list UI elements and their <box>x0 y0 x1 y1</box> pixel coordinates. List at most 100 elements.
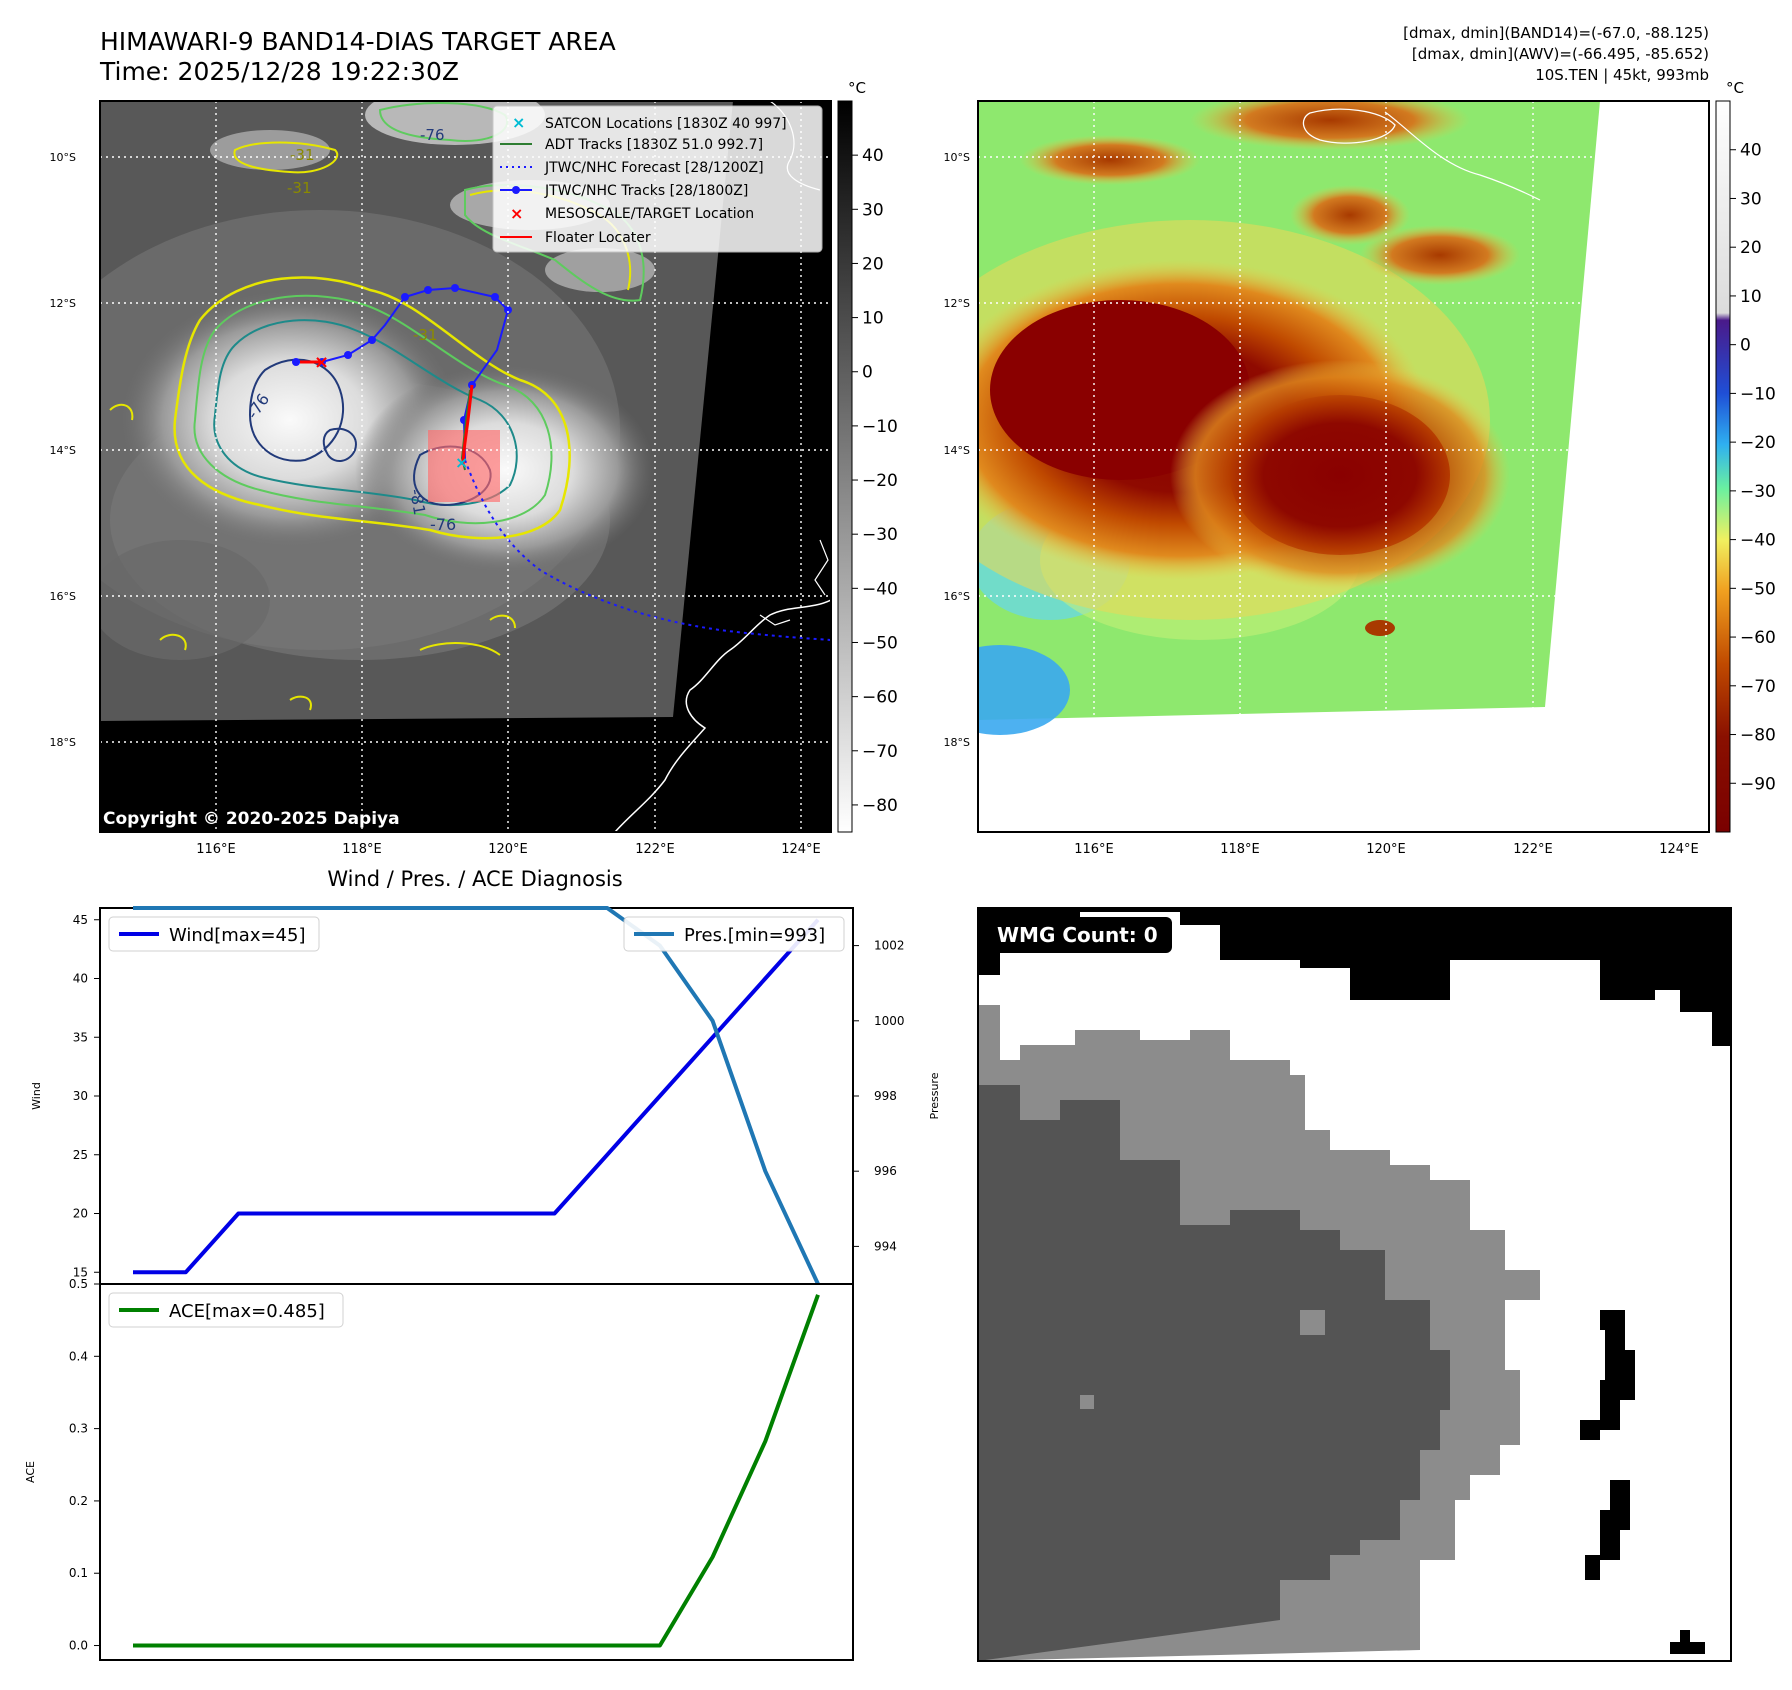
lat-label: 12°S <box>944 297 970 310</box>
axis-tick-label: 994 <box>874 1239 897 1253</box>
colorbar-tick-label: −70 <box>1740 677 1776 697</box>
colorbar-tick-label: 0 <box>862 363 873 383</box>
pressure-legend: Pres.[min=993] <box>623 916 845 952</box>
axis-tick-label: 25 <box>73 1148 88 1162</box>
awv-range: [dmax, dmin](AWV)=(-66.495, -85.652) <box>1412 45 1709 63</box>
colorbar-tick-label: 20 <box>862 254 884 274</box>
colorbar-tick-label: −60 <box>862 688 898 708</box>
ir-colorbar-unit: °C <box>848 79 866 97</box>
lat-label: 18°S <box>50 736 76 749</box>
legend-item-label: MESOSCALE/TARGET Location <box>545 206 754 222</box>
wind-legend-label: Wind[max=45] <box>169 925 306 946</box>
ir-map-panel: -76 -81 -76 -31 -31 -31 -76 <box>50 100 832 857</box>
colorbar-tick-label: 0 <box>1740 336 1751 356</box>
contour-label: -31 <box>290 146 315 164</box>
lon-label: 116°E <box>1074 842 1114 857</box>
lon-label: 118°E <box>342 842 382 857</box>
axis-tick-label: 30 <box>73 1089 88 1103</box>
color-colorbar: °C 40 30 20 10 0 −10 −20 −30 −40 −50 −60 −70 −80 −90 <box>1715 79 1776 833</box>
svg-text:×: × <box>314 352 329 373</box>
lat-label: 10°S <box>944 151 970 164</box>
colorbar-tick-label: −40 <box>1740 531 1776 551</box>
contour-label: -76 <box>420 126 445 144</box>
colorbar-tick-label: −10 <box>862 417 898 437</box>
axis-tick-label: 15 <box>73 1265 88 1279</box>
contour-label: -31 <box>287 179 312 197</box>
colorbar-tick-label: −20 <box>1740 433 1776 453</box>
colorbar-tick-label: −30 <box>1740 482 1776 502</box>
axis-tick-label: 45 <box>73 913 88 927</box>
wmg-count-badge: WMG Count: 0 <box>997 923 1158 947</box>
colorbar-tick-label: −90 <box>1740 774 1776 794</box>
contour-label: -31 <box>413 326 438 344</box>
wind-series-line <box>133 918 820 1275</box>
band14-range: [dmax, dmin](BAND14)=(-67.0, -88.125) <box>1403 24 1709 42</box>
ace-series-line <box>133 1294 820 1648</box>
colorbar-tick-label: 10 <box>862 309 884 329</box>
wind-pressure-chart: 45 40 35 30 25 20 15 1002 1000 998 996 994 Wind Pr… <box>30 906 941 1285</box>
legend-item-label: ADT Tracks [1830Z 51.0 992.7] <box>545 137 763 153</box>
lat-label: 16°S <box>50 590 76 603</box>
colorbar-tick-label: −20 <box>862 471 898 491</box>
target-marker-icon: × <box>510 204 523 223</box>
legend-item-label: SATCON Locations [1830Z 40 997] <box>545 116 787 132</box>
contour-label: -81 <box>406 487 429 516</box>
satcon-marker-icon: × <box>512 113 525 132</box>
axis-tick-label: 0.2 <box>69 1494 88 1508</box>
axis-tick-label: 0.3 <box>69 1422 88 1436</box>
colorbar-tick-label: −10 <box>1740 384 1776 404</box>
axis-tick-label: 998 <box>874 1089 897 1103</box>
lat-label: 16°S <box>944 590 970 603</box>
colorbar-tick-label: 40 <box>1740 141 1762 161</box>
colorbar-tick-label: −80 <box>1740 726 1776 746</box>
axis-tick-label: 35 <box>73 1030 88 1044</box>
diagnosis-title: Wind / Pres. / ACE Diagnosis <box>327 867 622 891</box>
axis-tick-label: 0.4 <box>69 1349 88 1363</box>
colorbar-tick-label: 10 <box>1740 287 1762 307</box>
axis-tick-label: 0.0 <box>69 1639 88 1653</box>
map-legend: × SATCON Locations [1830Z 40 997] ADT Tr… <box>492 105 823 253</box>
axis-tick-label: 0.5 <box>69 1277 88 1291</box>
colorbar-tick-label: −50 <box>862 633 898 653</box>
wind-legend: Wind[max=45] <box>108 916 320 952</box>
storm-summary: 10S.TEN | 45kt, 993mb <box>1535 66 1709 84</box>
ace-legend: ACE[max=0.485] <box>108 1292 344 1328</box>
lon-label: 124°E <box>1659 842 1699 857</box>
wmg-panel: WMG Count: 0 <box>977 907 1732 1662</box>
pressure-series-line <box>133 906 820 1285</box>
legend-item-label: JTWC/NHC Tracks [28/1800Z] <box>544 183 748 199</box>
figure-title: HIMAWARI-9 BAND14-DIAS TARGET AREA <box>100 27 616 56</box>
copyright-text: Copyright © 2020-2025 Dapiya <box>103 809 400 829</box>
colorbar-tick-label: −30 <box>862 525 898 545</box>
colorbar-tick-label: −40 <box>862 579 898 599</box>
pressure-legend-label: Pres.[min=993] <box>684 925 825 946</box>
axis-tick-label: 1000 <box>874 1014 905 1028</box>
lat-label: 14°S <box>944 444 970 457</box>
colorbar-tick-label: −50 <box>1740 579 1776 599</box>
colorbar-tick-label: 20 <box>1740 238 1762 258</box>
lat-label: 18°S <box>944 736 970 749</box>
colorbar-tick-label: 30 <box>862 200 884 220</box>
ace-chart: 0.5 0.4 0.3 0.2 0.1 0.0 ACE ACE[max=0.485] <box>24 1277 854 1661</box>
lon-label: 116°E <box>196 842 236 857</box>
lon-label: 120°E <box>488 842 528 857</box>
lon-label: 122°E <box>1513 842 1553 857</box>
lat-label: 12°S <box>50 297 76 310</box>
colorbar-tick-label: −70 <box>862 742 898 762</box>
lon-label: 118°E <box>1220 842 1260 857</box>
axis-tick-label: 40 <box>73 972 88 986</box>
colorbar-tick-label: −80 <box>862 796 898 816</box>
lon-label: 120°E <box>1366 842 1406 857</box>
ace-legend-label: ACE[max=0.485] <box>169 1301 325 1322</box>
lon-label: 122°E <box>635 842 675 857</box>
axis-tick-label: 996 <box>874 1164 897 1178</box>
lon-label: 124°E <box>781 842 821 857</box>
figure-time: Time: 2025/12/28 19:22:30Z <box>99 57 459 86</box>
color-map-panel: 10°S 12°S 14°S 16°S 18°S 116°E 118°E 120… <box>944 100 1710 857</box>
pressure-axis-label: Pressure <box>928 1072 941 1119</box>
ir-colorbar: °C 40 30 20 10 0 −10 −20 −30 −40 −50 −60 −70 −80 <box>837 79 898 833</box>
axis-tick-label: 1002 <box>874 939 905 953</box>
contour-label: -76 <box>430 515 456 534</box>
colorbar-tick-label: −60 <box>1740 628 1776 648</box>
